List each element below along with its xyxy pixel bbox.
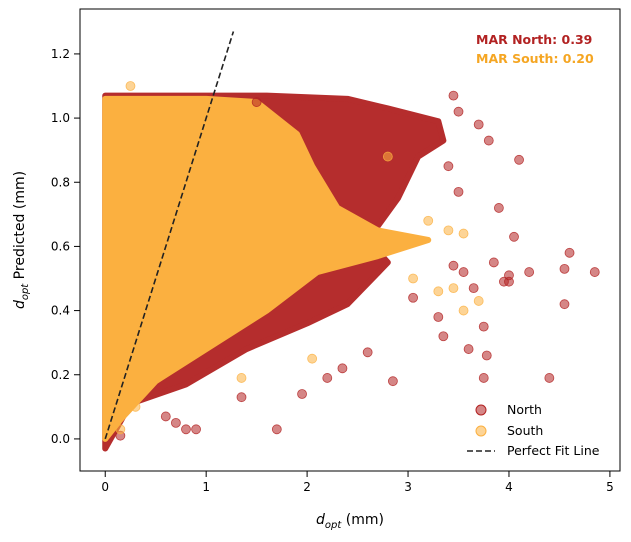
point-north [493, 203, 504, 213]
legend-north-marker [475, 404, 487, 416]
mar-north-annotation: MAR North: 0.39 [476, 32, 592, 47]
y-tick-label: 0.2 [51, 368, 70, 382]
point-north [499, 276, 509, 287]
mar-south-annotation: MAR South: 0.20 [476, 51, 594, 66]
y-axis: 0.0 0.2 0.4 0.6 0.8 1.0 1.2 [51, 47, 80, 446]
x-axis: 0 1 2 3 4 5 [101, 471, 614, 494]
density-band-south [102, 95, 432, 442]
point-north [433, 312, 444, 322]
point-south [307, 353, 318, 364]
point-north [453, 186, 464, 197]
point-north [387, 376, 398, 387]
y-tick-label: 0.4 [51, 304, 70, 318]
point-south [458, 228, 469, 239]
point-north [271, 424, 282, 435]
point-north [458, 267, 469, 277]
point-south [115, 424, 126, 435]
point-north [509, 231, 519, 242]
point-north [564, 247, 575, 258]
y-tick-label: 1.0 [51, 111, 70, 125]
point-south [448, 283, 459, 294]
point-north [438, 331, 449, 342]
point-north [181, 424, 191, 435]
point-north [514, 154, 524, 165]
perfect-fit-line [104, 31, 235, 440]
legend-south-marker [475, 425, 487, 437]
point-north [297, 389, 307, 399]
legend-south-label: South [507, 423, 543, 438]
point-south [458, 305, 469, 316]
point-north [362, 347, 373, 358]
point-north [544, 373, 555, 383]
plot-area [102, 31, 600, 452]
point-south [473, 296, 484, 306]
point-north [463, 344, 474, 354]
point-north [170, 417, 181, 428]
point-north [481, 350, 492, 361]
point-north [160, 411, 171, 422]
legend-north-label: North [507, 402, 542, 417]
point-north [478, 321, 489, 332]
point-south [130, 401, 141, 412]
y-tick-label: 0.0 [51, 432, 70, 446]
y-tick-label: 1.2 [51, 47, 70, 61]
x-tick-label: 5 [606, 480, 614, 494]
x-tick-label: 0 [101, 480, 109, 494]
point-north [478, 373, 489, 383]
x-tick-label: 4 [505, 480, 513, 494]
point-north [337, 363, 348, 374]
point-south [423, 215, 434, 226]
point-south [125, 81, 136, 91]
x-axis-label: dopt (mm) [316, 512, 384, 531]
point-north [483, 135, 494, 146]
point-north [589, 267, 600, 277]
point-north [236, 392, 247, 403]
y-tick-label: 0.6 [51, 239, 70, 253]
point-south [408, 273, 418, 284]
x-tick-label: 2 [303, 480, 311, 494]
point-north [322, 373, 333, 383]
point-north [488, 257, 499, 268]
x-tick-label: 1 [202, 480, 210, 494]
point-south [443, 225, 454, 236]
legend-perfect-fit-label: Perfect Fit Line [507, 443, 600, 458]
point-north [251, 97, 262, 107]
point-north [448, 260, 459, 271]
point-north [524, 267, 535, 277]
y-axis-label: dopt Predicted (mm) [12, 171, 31, 309]
point-north [191, 424, 201, 435]
point-north [408, 292, 418, 303]
point-north [448, 90, 459, 101]
legend: North South Perfect Fit Line [467, 402, 600, 458]
x-tick-label: 3 [404, 480, 412, 494]
y-tick-label: 0.8 [51, 175, 70, 189]
point-north [559, 299, 570, 310]
plot-frame [79, 8, 621, 472]
point-north [559, 263, 570, 274]
point-north [443, 161, 454, 172]
point-south [433, 286, 444, 297]
point-south [236, 373, 247, 383]
point-north [453, 106, 464, 117]
point-south [382, 151, 393, 162]
point-north [468, 283, 479, 294]
point-north [473, 119, 484, 130]
